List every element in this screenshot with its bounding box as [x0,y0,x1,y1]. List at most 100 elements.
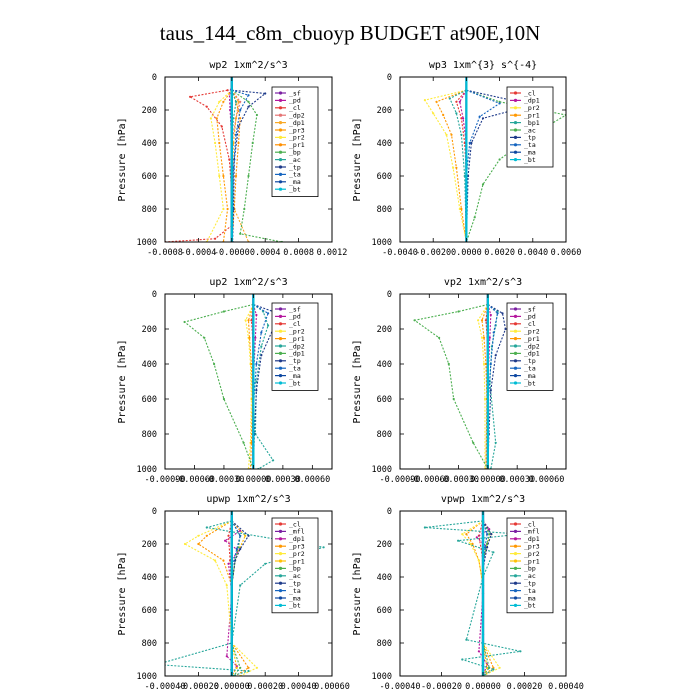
series-point [230,592,233,595]
series-point [501,312,504,315]
series-point [458,207,461,211]
series-point [481,117,485,120]
panel-1: wp2 1xm^2/s^3 Pressure [hPa] 0 200 400 600 800… [117,60,347,258]
y-tick-label: 800 [377,205,392,215]
series-point [481,592,485,595]
legend-label: _mfl [289,528,305,536]
legend-marker [278,359,283,363]
panel-title: wp3 1xm^{3} s^{-4} [429,60,537,71]
x-tick-label: -0.00030 [438,475,479,485]
legend-marker [278,158,283,162]
series-point [244,534,247,537]
plot-frame [399,293,567,470]
series-point [452,166,455,169]
legend-label: _pr1 [524,557,540,565]
series-point [455,112,458,115]
series-point [243,207,246,211]
series-line-pr2 [477,304,489,469]
series-point [260,354,263,357]
legend-marker [278,91,283,95]
legend-label: _dp1 [524,350,540,358]
panel-title: upwp 1xm^2/s^3 [206,494,290,505]
legend-label: _cl [524,320,536,328]
series-point [214,141,217,145]
legend-label: _ma [289,178,301,186]
x-tick-label: 0.00060 [294,475,330,485]
y-tick-label: 800 [377,430,392,440]
series-point [496,312,499,315]
x-tick-label: 0.0020 [484,248,515,258]
x-tick-label: 0.0000 [451,248,482,258]
series-point [222,100,225,103]
legend-marker [513,559,518,563]
series-point [498,102,501,105]
y-tick-label: 0 [387,290,392,300]
y-tick-label: 1000 [372,672,392,682]
series-point [488,336,491,339]
legend-label: _tp [524,357,536,365]
x-tick-label: 0.00000 [214,682,250,692]
panel-title: up2 1xm^2/s^3 [209,277,287,288]
x-tick-label: 0.00030 [265,475,301,485]
x-tick-label: -0.00040 [145,682,186,692]
legend-marker [513,574,518,578]
series-point [227,562,230,565]
series-point [484,362,487,366]
series-point [248,336,251,339]
series-point [254,336,257,339]
legend-label: _pd [289,313,301,321]
series-line-dp1 [413,303,489,469]
legend-marker [278,344,283,348]
series-line-bp [231,520,241,676]
series-point [247,100,250,103]
legend-label: _pr2 [289,134,305,142]
legend-marker [278,150,283,154]
y-tick-label: 200 [142,325,157,335]
series-point [232,117,235,120]
legend-marker [278,537,283,541]
series-point [272,459,275,462]
series-point [255,313,258,317]
series-line-ta [465,89,501,242]
series-line-ac [165,520,324,676]
series-point [461,533,464,536]
series-point [239,584,242,587]
plot-frame [399,76,567,243]
series-point [247,666,250,669]
series-point [189,95,192,98]
x-tick-label: -0.00060 [174,475,215,485]
series-point [222,207,225,211]
series-point [222,310,225,313]
series-line-pr2 [183,520,258,676]
x-tick-label: -0.0004 [180,248,216,258]
series-point [463,174,466,178]
y-tick-label: 800 [142,205,157,215]
legend-marker [278,143,283,147]
x-tick-label: -0.0008 [147,248,183,258]
panel-4: vp2 1xm^2/s^3 Pressure [hPa] 0 200 400 600 800… [352,277,567,485]
legend-label: _cl [289,104,301,112]
series-point [460,207,463,211]
series-point [239,100,242,103]
legend-marker [513,307,518,311]
legend-label: _bt [524,602,536,610]
legend-marker [513,359,518,363]
series-point [225,655,228,658]
y-tick-label: 600 [142,606,157,616]
legend-marker [278,529,283,534]
y-tick-label: 200 [142,540,157,550]
legend-label: _sf [289,89,301,97]
legend: _cl_mfl_dp1_pr3_pr2_pr1_bp_ac_tp_ta_ma_b… [271,517,319,614]
series-point [413,319,416,322]
series-point [234,133,238,136]
series-point [489,389,492,392]
y-tick-label: 1000 [137,465,157,475]
legend-marker [513,566,518,571]
series-point [250,441,253,444]
legend-marker [513,603,518,608]
series-point [214,559,217,562]
series-point [239,666,242,669]
legend-label: _ac [524,572,536,580]
y-axis-label: Pressure [hPa] [117,551,128,635]
panel-title: vp2 1xm^2/s^3 [444,277,522,288]
